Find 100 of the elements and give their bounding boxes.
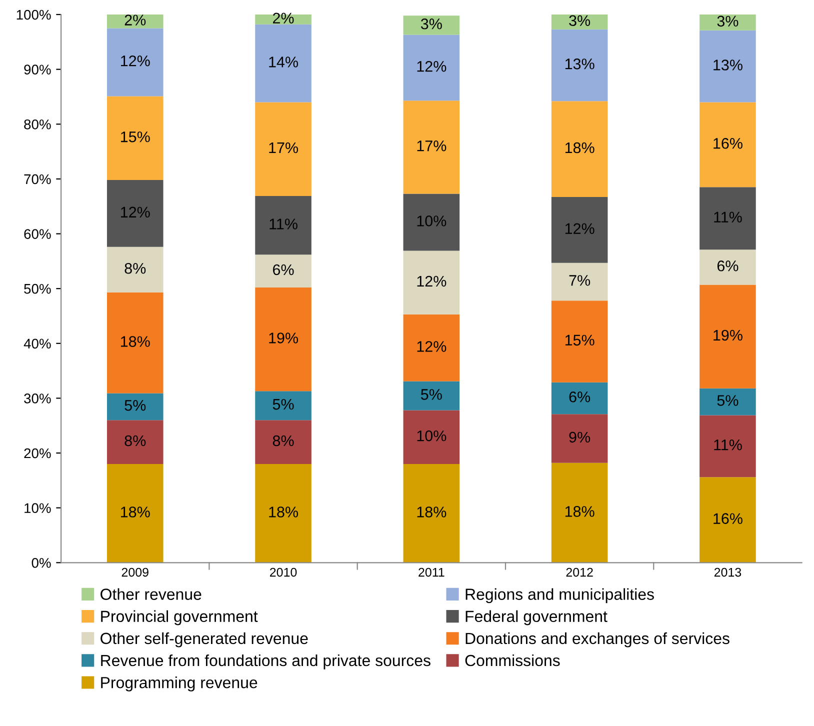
y-tick-label: 40% [24,338,51,349]
bar [551,262,608,301]
bar [551,14,608,30]
bar [403,16,460,35]
data-label: 11% [714,440,742,450]
bar [700,388,756,416]
data-label: 17% [417,140,446,152]
bar [403,381,460,410]
data-label: 8% [124,262,146,274]
y-tick-label: 10% [24,503,51,514]
data-label: 18% [565,506,594,517]
bar [551,414,608,463]
bar [106,292,164,394]
bar [106,464,164,563]
bar [551,197,608,263]
data-label: 18% [269,506,298,518]
data-label: 16% [714,138,742,149]
data-label: 18% [565,142,594,154]
bar [403,194,460,251]
y-tick-label: 100% [16,10,51,20]
data-label: 3% [569,15,590,26]
bar [106,420,164,464]
bar [403,100,460,194]
data-label: 18% [121,506,150,518]
data-label: 3% [420,18,442,30]
bar [700,250,756,285]
bar [255,102,312,196]
legend-label: Other self-generated revenue [100,632,308,648]
bar [700,102,756,188]
data-label: 6% [717,260,738,272]
data-label: 16% [714,513,742,524]
data-label: 8% [124,435,146,446]
legend-label: Revenue from foundations and private sources [101,654,430,670]
data-label: 5% [272,398,294,410]
data-label: 5% [717,395,738,406]
data-label: 18% [417,506,446,518]
data-label: 5% [124,400,146,411]
bar [106,28,164,96]
legend-label: Commissions [465,654,560,666]
bar [551,462,608,563]
legend-label: Federal government [466,610,608,626]
data-label: 18% [121,336,150,347]
x-tick-label: 2011 [418,568,444,577]
bar [255,14,312,24]
y-tick-label: 20% [24,448,51,458]
data-label: 12% [417,276,446,287]
data-label: 17% [269,142,298,154]
data-label: 13% [565,58,594,70]
data-label: 12% [417,341,446,352]
data-label: 12% [121,55,150,66]
bar [403,410,460,464]
data-label: 19% [269,332,298,344]
data-label: 3% [717,16,738,27]
data-label: 11% [714,212,742,222]
y-tick-label: 60% [24,229,51,239]
bar [700,187,756,250]
bar [106,96,164,180]
bar [255,464,312,563]
data-label: 10% [417,216,446,226]
data-label: 8% [272,435,294,446]
data-label: 15% [565,334,594,346]
legend-label: Other revenue [100,588,202,600]
data-label: 2% [124,14,146,26]
data-label: 9% [569,432,590,443]
data-label: 12% [121,206,150,218]
legend-label: Provincial government [101,610,258,626]
bar [403,464,460,563]
data-label: 6% [569,391,590,402]
y-tick-label: 80% [24,119,51,130]
x-tick-label: 2013 [714,568,742,577]
bar [255,196,312,255]
bar [106,180,164,247]
y-tick-label: 90% [24,64,51,74]
bar [255,254,312,288]
bar [551,382,608,414]
y-tick-label: 70% [24,174,51,184]
bar [700,477,756,563]
bar [255,420,312,464]
x-tick-label: 2010 [270,568,297,577]
data-label: 13% [714,60,742,70]
bar [700,14,756,30]
data-label: 15% [121,131,150,142]
legend-label: Programming revenue [101,676,258,692]
data-label: 7% [569,275,590,286]
data-label: 12% [565,223,594,234]
bar [403,250,460,314]
data-label: 6% [273,264,294,276]
x-tick-label: 2009 [122,568,148,577]
data-label: 11% [270,218,298,230]
data-label: 10% [417,430,446,442]
data-label: 2% [273,12,294,24]
legend-label: Donations and exchanges of services [466,632,730,648]
bar [255,287,312,392]
bar [700,415,756,478]
legend-label: Regions and municipalities [466,588,654,604]
bar [403,314,460,382]
y-tick-label: 50% [24,284,51,294]
data-label: 5% [420,389,442,400]
bar [551,300,608,382]
bar [106,393,164,420]
